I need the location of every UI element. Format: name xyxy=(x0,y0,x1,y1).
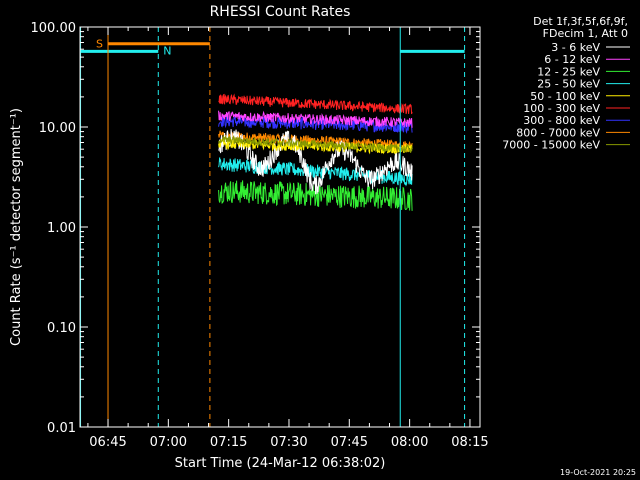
legend-entry-label: 3 - 6 keV xyxy=(551,41,600,54)
series-layer xyxy=(218,93,413,211)
legend-entry-label: 6 - 12 keV xyxy=(544,53,600,66)
plot-frame xyxy=(79,26,481,428)
legend: Det 1f,3f,5f,6f,9f,FDecim 1, Att 03 - 6 … xyxy=(502,15,630,152)
legend-header: Det 1f,3f,5f,6f,9f, xyxy=(533,15,628,28)
legend-entry-label: 7000 - 15000 keV xyxy=(502,139,600,152)
legend-entry-label: 50 - 100 keV xyxy=(530,90,600,103)
saa-marker-label: S xyxy=(96,38,103,51)
x-tick-label: 07:45 xyxy=(331,435,368,450)
x-tick-label: 08:00 xyxy=(391,435,428,450)
y-tick-label: 0.10 xyxy=(47,321,76,336)
legend-entry-label: 100 - 300 keV xyxy=(523,102,600,115)
x-tick-label: 07:30 xyxy=(270,435,307,450)
x-tick-label: 07:15 xyxy=(210,435,247,450)
y-tick-label: 1.00 xyxy=(47,221,76,236)
axis-layer: 0.01 0.10 1.00 10.00 100.00 06:45 07:00 07:15 07… xyxy=(31,21,489,450)
legend-entry-label: 25 - 50 keV xyxy=(537,78,600,91)
y-axis-label: Count Rate (s⁻¹ detector segment⁻¹) xyxy=(9,108,24,346)
series-line xyxy=(218,115,413,134)
legend-entry-label: 12 - 25 keV xyxy=(537,65,600,78)
legend-entry-label: 800 - 7000 keV xyxy=(516,126,600,139)
y-tick-label: 0.01 xyxy=(47,421,76,436)
series-line xyxy=(218,180,413,211)
footer-date: 19-Oct-2021 20:25 xyxy=(560,468,636,477)
chart-title: RHESSI Count Rates xyxy=(210,4,351,20)
legend-header: FDecim 1, Att 0 xyxy=(543,27,628,40)
x-tick-label: 07:00 xyxy=(150,435,187,450)
marker-layer: SN xyxy=(80,27,466,427)
night-marker-label: N xyxy=(163,44,171,57)
y-tick-label: 100.00 xyxy=(31,21,77,36)
x-tick-label: 08:15 xyxy=(451,435,488,450)
y-tick-label: 10.00 xyxy=(39,121,76,136)
series-line xyxy=(218,110,413,128)
series-line xyxy=(218,93,413,115)
x-tick-label: 06:45 xyxy=(89,435,126,450)
series-line xyxy=(218,129,413,195)
legend-entry-label: 300 - 800 keV xyxy=(523,114,600,127)
series-line xyxy=(218,134,413,153)
x-axis-label: Start Time (24-Mar-12 06:38:02) xyxy=(175,456,386,471)
